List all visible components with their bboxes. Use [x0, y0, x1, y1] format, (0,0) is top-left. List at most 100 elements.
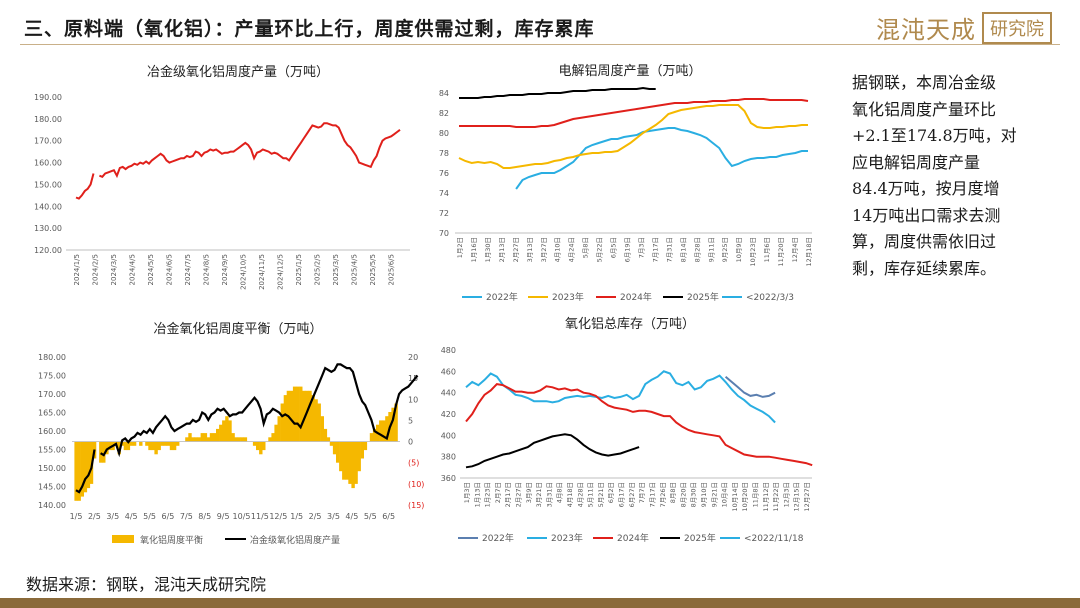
- y-tick-label: 140.00: [34, 202, 62, 211]
- x-tick-label: 8月28日: [693, 237, 701, 262]
- x-tick-label: 2024/9/5: [221, 254, 229, 285]
- x-tick-label: 7月31日: [665, 237, 673, 262]
- x-tick-label: 11月22日: [772, 482, 780, 512]
- y-tick-label: 150.00: [34, 180, 62, 189]
- y-tick-label: 140.00: [38, 501, 66, 510]
- x-tick-label: 2024/12/5: [277, 254, 285, 290]
- x-tick-label: 12月27日: [803, 482, 811, 512]
- x-tick-label: 2024/3/5: [110, 254, 118, 285]
- balance-bar: [176, 441, 180, 446]
- x-tick-label: 9月11日: [707, 237, 715, 262]
- y-tick-label: 80: [439, 129, 449, 138]
- balance-bar: [117, 441, 121, 455]
- x-tick-label: 7/5: [180, 512, 193, 521]
- balance-bar: [256, 441, 260, 451]
- chart-title: 冶金氧化铝周度平衡（万吨）: [153, 321, 322, 337]
- x-tick-label: 2024/2/5: [92, 254, 100, 285]
- x-tick-label: 12月3日: [782, 482, 790, 507]
- x-tick-label: 12/5: [269, 512, 287, 521]
- series-line-2022年: [724, 375, 776, 398]
- x-tick-label: 12月4日: [791, 237, 799, 262]
- balance-bar: [292, 386, 297, 442]
- x-tick-label: 5/5: [364, 512, 377, 521]
- x-tick-label: 2025/6/5: [388, 254, 396, 285]
- x-tick-label: 2月13日: [498, 237, 506, 262]
- brand-name: 混沌天成: [876, 16, 976, 44]
- balance-bar: [80, 441, 84, 497]
- legend-label: 氧化铝周度平衡: [140, 534, 203, 546]
- balance-bar: [200, 433, 204, 442]
- y-tick-label: 190.00: [34, 93, 62, 102]
- x-tick-label: 4/5: [125, 512, 138, 521]
- x-tick-label: 8月14日: [679, 237, 687, 262]
- balance-bar: [302, 390, 306, 442]
- y-tick-label: 145.00: [38, 483, 66, 492]
- commentary-text: 据钢联，本周冶金级 氧化铝周度产量环比 +2.1至174.8万吨，对 应电解铝周…: [852, 73, 1017, 278]
- y-tick-label: 180.00: [38, 353, 66, 362]
- x-tick-label: 11月12日: [762, 482, 770, 512]
- balance-bar: [139, 441, 143, 446]
- y-tick-label: 480: [441, 346, 456, 355]
- y-tick-label: 420: [441, 410, 456, 419]
- balance-bar: [123, 441, 128, 451]
- legend-label: 2023年: [552, 291, 584, 303]
- y2-tick-label: 0: [408, 438, 413, 447]
- y-tick-label: 175.00: [38, 372, 66, 381]
- balance-bar: [212, 433, 217, 442]
- x-tick-label: 10月4日: [721, 482, 729, 507]
- y-tick-label: 180.00: [34, 115, 62, 124]
- balance-bar: [280, 403, 284, 442]
- balance-bar: [191, 437, 195, 442]
- x-tick-label: 2025/3/5: [332, 254, 340, 285]
- balance-bar: [323, 428, 328, 442]
- x-tick-label: 8月8日: [669, 482, 677, 503]
- x-tick-label: 1月23日: [484, 482, 492, 507]
- balance-bar: [360, 441, 364, 459]
- balance-bar: [219, 424, 223, 442]
- y-tick-label: 120.00: [34, 246, 62, 255]
- x-tick-label: 3/5: [327, 512, 340, 521]
- x-tick-label: 2/5: [309, 512, 322, 521]
- x-tick-label: 7月17日: [648, 482, 656, 507]
- balance-bar: [311, 395, 315, 442]
- balance-bar: [329, 441, 334, 446]
- balance-bar: [320, 416, 324, 442]
- balance-bar: [105, 441, 109, 455]
- x-tick-label: 10月9日: [735, 237, 743, 262]
- balance-bar: [259, 441, 263, 455]
- x-tick-label: 11月6日: [763, 237, 771, 262]
- legend-swatch-bar: [112, 535, 134, 543]
- balance-bar: [243, 437, 248, 442]
- y2-tick-label: 20: [408, 353, 418, 362]
- balance-bar: [336, 441, 340, 463]
- x-tick-label: 10月14日: [731, 482, 739, 512]
- x-tick-label: 3/5: [106, 512, 119, 521]
- slide-title: 三、原料端（氧化铝）：产量环比上行，周度供需过剩，库存累库: [24, 18, 595, 40]
- x-tick-label: 12月18日: [805, 237, 813, 267]
- series-line-2025年: [465, 433, 640, 469]
- balance-bar: [314, 399, 318, 442]
- series-line-2025年: [459, 86, 656, 99]
- balance-bar: [163, 441, 168, 446]
- series-line-output: [75, 363, 419, 494]
- balance-bar: [379, 420, 383, 442]
- balance-bar: [372, 428, 377, 442]
- x-tick-label: 1月3日: [463, 482, 471, 503]
- y-tick-label: 460: [441, 367, 456, 376]
- x-tick-label: 2024/4/5: [129, 254, 137, 285]
- balance-bar: [296, 386, 300, 442]
- series-line-2023年: [458, 104, 808, 169]
- x-tick-label: 6月27日: [628, 482, 636, 507]
- series-line-2022年: [515, 127, 808, 190]
- balance-bar: [206, 437, 211, 442]
- balance-bar: [332, 441, 337, 455]
- y-tick-label: 165.00: [38, 409, 66, 418]
- x-tick-label: 9月21日: [710, 482, 718, 507]
- x-tick-label: 6/5: [382, 512, 395, 521]
- x-tick-label: 2025/2/5: [314, 254, 322, 285]
- balance-bar: [172, 441, 177, 451]
- balance-bar: [86, 441, 91, 489]
- balance-bar: [160, 441, 164, 446]
- x-tick-label: 1月13日: [473, 482, 481, 507]
- balance-bar: [185, 437, 189, 442]
